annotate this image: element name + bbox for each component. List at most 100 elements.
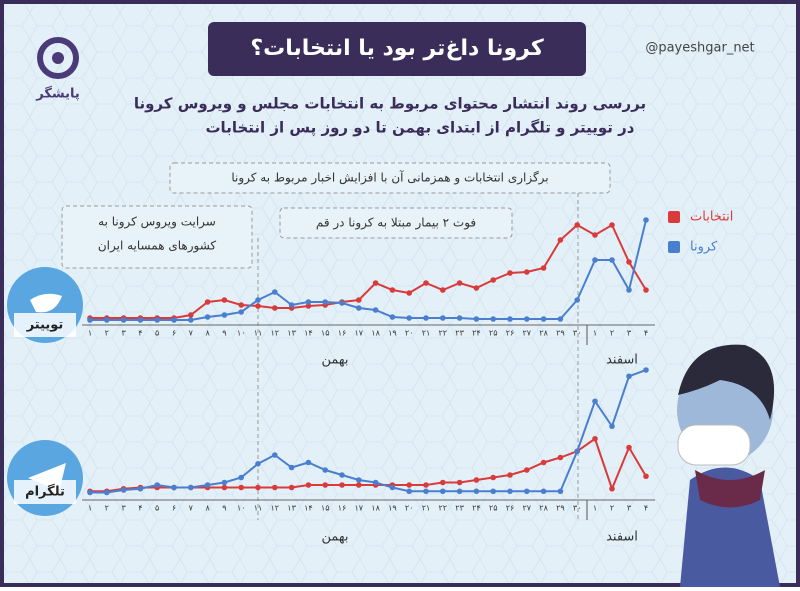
x-tick-label: ۳۰ xyxy=(573,329,582,338)
x-tick-label: ۱۰ xyxy=(237,504,246,513)
x-tick-label: ۱۷ xyxy=(355,504,364,513)
x-tick-label: ۲۷ xyxy=(523,504,532,513)
x-tick-label: ۷ xyxy=(189,329,194,338)
annotation-box xyxy=(279,207,513,239)
data-point xyxy=(574,222,580,228)
data-point xyxy=(120,487,127,493)
data-point xyxy=(557,454,564,461)
x-tick-label: ۴ xyxy=(644,329,648,338)
x-tick-label: ۲۴ xyxy=(472,329,481,338)
x-tick-label: ۲۵ xyxy=(489,329,498,338)
chart-title: تلگرام xyxy=(25,484,65,500)
data-point xyxy=(305,482,312,488)
subtitle-line: در توییتر و تلگرام از ابتدای بهمن تا دو … xyxy=(205,119,634,138)
data-point xyxy=(456,479,463,486)
data-point xyxy=(507,316,513,322)
x-tick-label: ۸ xyxy=(205,329,210,338)
data-point xyxy=(120,317,127,323)
x-tick-label: ۲۸ xyxy=(539,504,548,513)
x-tick-label: ۱ xyxy=(593,504,597,513)
data-point xyxy=(456,315,463,321)
data-point xyxy=(272,484,278,491)
subtitle-line: بررسی روند انتشار محتوای مربوط به انتخاب… xyxy=(134,95,646,113)
x-tick-label: ۲۶ xyxy=(506,504,515,513)
data-point xyxy=(524,467,530,473)
month-label: بهمن xyxy=(321,353,348,368)
title: کرونا داغ‌تر بود یا انتخابات؟ xyxy=(250,36,543,61)
data-point xyxy=(272,305,278,311)
data-point xyxy=(473,488,480,495)
data-point xyxy=(507,270,513,276)
data-point xyxy=(609,222,615,228)
data-point xyxy=(473,316,480,322)
x-tick-label: ۱ xyxy=(88,504,92,513)
x-tick-label: ۲۹ xyxy=(556,504,565,513)
x-tick-label: ۲۵ xyxy=(489,504,498,513)
data-point xyxy=(440,488,446,495)
data-point xyxy=(540,265,547,271)
data-point xyxy=(372,307,379,313)
month-label: بهمن xyxy=(321,530,348,545)
data-point xyxy=(87,489,93,496)
data-point xyxy=(643,367,649,373)
data-point xyxy=(221,479,228,486)
data-point xyxy=(540,488,547,495)
x-tick-label: ۱۱ xyxy=(254,504,263,513)
x-tick-label: ۱۰ xyxy=(237,329,246,338)
x-tick-label: ۱۶ xyxy=(338,504,347,513)
data-point xyxy=(356,297,362,303)
x-tick-label: ۲۹ xyxy=(556,329,565,338)
data-point xyxy=(255,484,261,491)
data-point xyxy=(104,317,110,323)
series-line xyxy=(90,219,647,321)
x-tick-label: ۲۰ xyxy=(405,329,414,338)
x-tick-label: ۴ xyxy=(644,504,648,513)
annotation: کشورهای همسایه ایران xyxy=(98,239,217,254)
x-tick-label: ۲۸ xyxy=(539,329,548,338)
x-tick-label: ۱ xyxy=(88,329,92,338)
data-point xyxy=(188,484,194,491)
x-tick-label: ۱۴ xyxy=(304,329,313,338)
data-point xyxy=(423,488,429,495)
data-point xyxy=(104,489,110,496)
x-tick-label: ۳ xyxy=(121,329,126,338)
month-label: اسفند xyxy=(606,353,638,368)
x-tick-label: ۲ xyxy=(610,504,614,513)
twitter-glyph xyxy=(30,293,62,313)
data-point xyxy=(557,316,564,322)
data-point xyxy=(188,317,194,323)
data-point xyxy=(339,482,345,488)
data-point xyxy=(626,287,632,293)
chart-title: توییتر xyxy=(26,318,64,333)
x-tick-label: ۲ xyxy=(105,329,109,338)
logo-text: پایشگر xyxy=(35,86,80,102)
data-point xyxy=(524,316,530,322)
data-point xyxy=(490,474,497,481)
title-box xyxy=(208,22,586,76)
data-point xyxy=(389,287,396,293)
data-point xyxy=(456,488,463,495)
data-point xyxy=(592,398,598,405)
x-tick-label: ۱۹ xyxy=(388,329,397,338)
data-point xyxy=(574,448,580,455)
data-point xyxy=(440,315,446,321)
legend-swatch xyxy=(668,241,680,253)
legend-label: کرونا xyxy=(690,240,718,255)
data-point xyxy=(288,464,295,471)
x-tick-label: ۱۲ xyxy=(271,504,280,513)
x-tick-label: ۳ xyxy=(627,504,632,513)
x-tick-label: ۴ xyxy=(138,504,142,513)
data-point xyxy=(626,259,632,265)
x-tick-label: ۱۵ xyxy=(321,504,330,513)
data-point xyxy=(255,460,261,467)
x-tick-label: ۱۴ xyxy=(304,504,313,513)
data-point xyxy=(540,316,547,322)
data-point xyxy=(322,482,329,488)
data-point xyxy=(204,482,211,488)
data-point xyxy=(154,482,160,488)
x-tick-label: ۱۸ xyxy=(371,329,380,338)
x-tick-label: ۲۶ xyxy=(506,329,515,338)
